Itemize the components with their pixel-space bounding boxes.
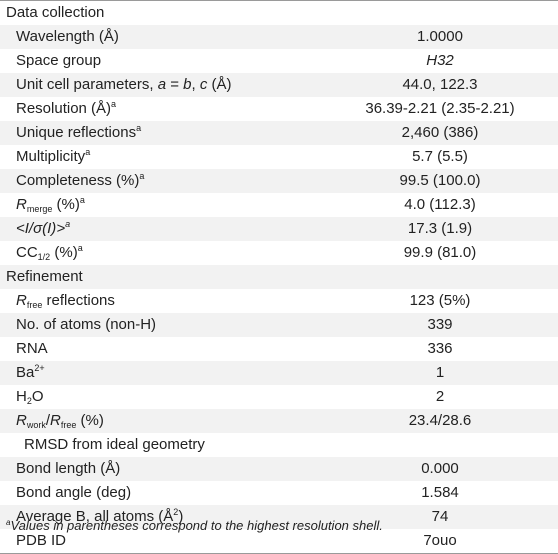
- row-label: <I/σ(I)>a: [16, 219, 71, 238]
- row-label: No. of atoms (non-H): [16, 316, 157, 333]
- table-row-cc-half: CC1/2 (%)a 99.9 (81.0): [0, 241, 558, 265]
- row-label: Bond angle (deg): [16, 484, 132, 501]
- table-row-rmsd: RMSD from ideal geometry: [0, 433, 558, 457]
- table-row-rfree-reflections: Rfree reflections 123 (5%): [0, 289, 558, 313]
- row-label: Bond length (Å): [16, 460, 121, 477]
- row-value: 0.000: [421, 460, 459, 477]
- row-label: Wavelength (Å): [16, 28, 119, 45]
- row-value: 44.0, 122.3: [402, 76, 478, 93]
- table-row-bond-length: Bond length (Å) 0.000: [0, 457, 558, 481]
- row-value: 1: [435, 364, 445, 381]
- row-value: 36.39-2.21 (2.35-2.21): [365, 100, 515, 117]
- row-value: 99.9 (81.0): [403, 244, 477, 261]
- table-row-completeness: Completeness (%)a 99.5 (100.0): [0, 169, 558, 193]
- row-label: Ba2+: [16, 363, 45, 382]
- table-row-water: H2O 2: [0, 385, 558, 409]
- row-value: 4.0 (112.3): [404, 196, 476, 213]
- row-value: 123 (5%): [409, 292, 471, 309]
- row-value: 17.3 (1.9): [407, 220, 473, 237]
- row-label: H2O: [16, 388, 44, 406]
- table-row-resolution: Resolution (Å)a 36.39-2.21 (2.35-2.21): [0, 97, 558, 121]
- table-row-average-b: Average B, all atoms (Å2) 74: [0, 505, 558, 529]
- row-label: Unique reflectionsa: [16, 123, 142, 142]
- table-row-unique-reflections: Unique reflectionsa 2,460 (386): [0, 121, 558, 145]
- table-row-unit-cell: Unit cell parameters, a = b, c (Å) 44.0,…: [0, 73, 558, 97]
- table-row-space-group: Space group H32: [0, 49, 558, 73]
- row-label: Space group: [16, 52, 102, 69]
- table-row-i-sigma: <I/σ(I)>a 17.3 (1.9): [0, 217, 558, 241]
- row-value: 99.5 (100.0): [399, 172, 481, 189]
- section-title: Refinement: [6, 268, 83, 285]
- table-row-rna: RNA 336: [0, 337, 558, 361]
- table-row-rmerge: Rmerge (%)a 4.0 (112.3): [0, 193, 558, 217]
- table-row-ba: Ba2+ 1: [0, 361, 558, 385]
- row-value: 339: [427, 316, 453, 333]
- row-value: 23.4/28.6: [408, 412, 472, 429]
- row-label: Rwork/Rfree (%): [16, 412, 104, 430]
- row-value: 2: [435, 388, 445, 405]
- row-label: Multiplicitya: [16, 147, 91, 166]
- table-row-num-atoms: No. of atoms (non-H) 339: [0, 313, 558, 337]
- row-value: H32: [426, 52, 454, 69]
- row-label: RNA: [16, 340, 48, 357]
- row-label: Completeness (%)a: [16, 171, 145, 190]
- table-footnote: aValues in parentheses correspond to the…: [6, 518, 383, 533]
- row-value: 74: [431, 508, 449, 525]
- row-label: Average B, all atoms (Å2): [16, 507, 184, 526]
- table-row-bond-angle: Bond angle (deg) 1.584: [0, 481, 558, 505]
- table-row-rwork-rfree: Rwork/Rfree (%) 23.4/28.6: [0, 409, 558, 433]
- section-header-refinement: Refinement: [0, 265, 558, 289]
- row-value: 2,460 (386): [401, 124, 479, 141]
- row-label: CC1/2 (%)a: [16, 243, 83, 262]
- table-row-wavelength: Wavelength (Å) 1.0000: [0, 25, 558, 49]
- section-header-data-collection: Data collection: [0, 1, 558, 25]
- row-value: 5.7 (5.5): [412, 148, 468, 165]
- row-label: RMSD from ideal geometry: [24, 436, 205, 453]
- row-label: Rmerge (%)a: [16, 195, 85, 214]
- row-value: 1.0000: [417, 28, 463, 45]
- row-label: Resolution (Å)a: [16, 99, 117, 118]
- table-row-multiplicity: Multiplicitya 5.7 (5.5): [0, 145, 558, 169]
- row-value: 336: [427, 340, 453, 357]
- row-value: 1.584: [421, 484, 459, 501]
- row-label: Unit cell parameters, a = b, c (Å): [16, 76, 232, 93]
- row-label: Rfree reflections: [16, 292, 115, 310]
- section-title: Data collection: [6, 4, 105, 21]
